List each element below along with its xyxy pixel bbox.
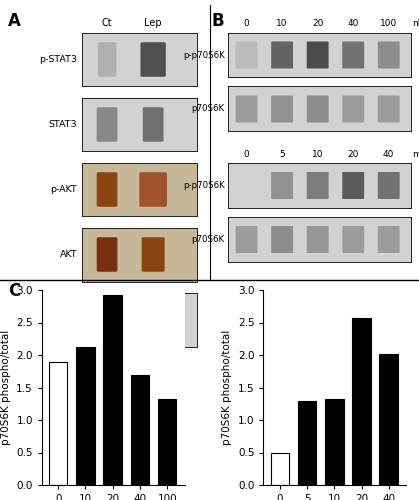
- FancyBboxPatch shape: [307, 226, 328, 253]
- Text: nM: nM: [412, 20, 419, 28]
- FancyBboxPatch shape: [139, 172, 167, 207]
- FancyBboxPatch shape: [307, 42, 328, 68]
- FancyBboxPatch shape: [271, 172, 293, 199]
- FancyBboxPatch shape: [342, 172, 364, 199]
- Text: 20: 20: [312, 20, 323, 28]
- Text: p-AKT: p-AKT: [50, 185, 77, 194]
- FancyBboxPatch shape: [97, 107, 117, 142]
- Text: min: min: [412, 150, 419, 159]
- Bar: [76, 346, 95, 485]
- Text: 20: 20: [347, 150, 359, 159]
- Text: 0: 0: [244, 150, 249, 159]
- FancyBboxPatch shape: [307, 172, 328, 199]
- Bar: [352, 318, 371, 485]
- Y-axis label: p70S6K phospho/total: p70S6K phospho/total: [222, 330, 232, 445]
- FancyBboxPatch shape: [235, 42, 258, 68]
- Bar: [380, 354, 398, 485]
- FancyBboxPatch shape: [271, 42, 293, 68]
- FancyBboxPatch shape: [140, 42, 166, 77]
- FancyBboxPatch shape: [307, 96, 328, 122]
- FancyBboxPatch shape: [271, 96, 293, 122]
- Text: Lep: Lep: [144, 18, 162, 28]
- FancyBboxPatch shape: [378, 96, 400, 122]
- Text: 40: 40: [383, 150, 394, 159]
- FancyBboxPatch shape: [140, 302, 166, 337]
- FancyBboxPatch shape: [142, 237, 165, 272]
- FancyBboxPatch shape: [97, 237, 117, 272]
- Text: β actin: β actin: [44, 315, 77, 324]
- Text: Ct: Ct: [102, 18, 112, 28]
- Bar: [49, 362, 67, 485]
- Text: 40: 40: [347, 20, 359, 28]
- Y-axis label: p70S6K phospho/total: p70S6K phospho/total: [1, 330, 11, 445]
- Text: 100: 100: [380, 20, 397, 28]
- Text: p-p70S6K: p-p70S6K: [183, 181, 225, 190]
- Text: p70S6K: p70S6K: [191, 104, 225, 114]
- FancyBboxPatch shape: [143, 107, 163, 142]
- Bar: [158, 399, 176, 485]
- Text: 10: 10: [312, 150, 323, 159]
- FancyBboxPatch shape: [378, 172, 400, 199]
- Bar: [131, 374, 149, 485]
- Text: B: B: [212, 12, 224, 30]
- FancyBboxPatch shape: [378, 42, 400, 68]
- FancyBboxPatch shape: [271, 226, 293, 253]
- Text: STAT3: STAT3: [49, 120, 77, 129]
- FancyBboxPatch shape: [235, 96, 258, 122]
- Bar: [271, 452, 289, 485]
- FancyBboxPatch shape: [235, 226, 258, 253]
- Bar: [103, 294, 122, 485]
- FancyBboxPatch shape: [342, 96, 364, 122]
- Text: C: C: [8, 282, 21, 300]
- Text: 0: 0: [244, 20, 249, 28]
- FancyBboxPatch shape: [378, 226, 400, 253]
- FancyBboxPatch shape: [93, 302, 121, 337]
- Text: p-STAT3: p-STAT3: [39, 55, 77, 64]
- Text: AKT: AKT: [59, 250, 77, 259]
- Bar: [325, 398, 344, 485]
- Bar: [298, 400, 316, 485]
- Text: 10: 10: [277, 20, 288, 28]
- Text: A: A: [8, 12, 21, 30]
- FancyBboxPatch shape: [97, 172, 117, 207]
- Text: 5: 5: [279, 150, 285, 159]
- Text: p-p70S6K: p-p70S6K: [183, 50, 225, 59]
- FancyBboxPatch shape: [98, 42, 116, 77]
- Text: p70S6K: p70S6K: [191, 235, 225, 244]
- FancyBboxPatch shape: [342, 42, 364, 68]
- FancyBboxPatch shape: [342, 226, 364, 253]
